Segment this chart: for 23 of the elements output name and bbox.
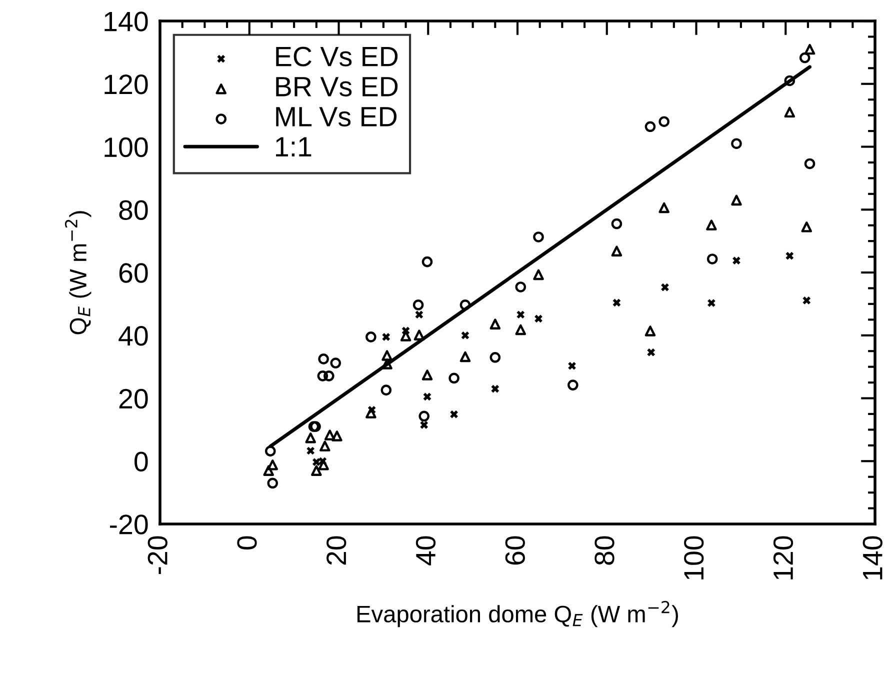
y-tick-label: 0 (134, 452, 148, 472)
y-tick-label: 60 (119, 263, 148, 283)
y-tick-label: 120 (104, 74, 148, 94)
y-tick-label: -20 (110, 514, 148, 534)
y-tick-label: 140 (104, 12, 148, 32)
legend-label: BR Vs ED (276, 77, 398, 96)
x-tick-label: 100 (684, 536, 704, 580)
legend-label: EC Vs ED (276, 46, 398, 66)
y-axis-title: Q$_{E}$ (W m$^{−2}$) (64, 211, 92, 334)
y-tick-label: 100 (104, 137, 148, 158)
legend-label: 1:1 (276, 137, 312, 156)
x-tick-label: 80 (594, 536, 614, 565)
y-tick-label: 80 (119, 200, 148, 220)
x-tick-label: 20 (326, 536, 346, 565)
x-tick-label: 120 (773, 536, 794, 580)
x-tick-label: 60 (505, 536, 525, 565)
x-tick-label: 0 (237, 536, 257, 550)
x-axis-title: Evaporation dome Q$_{E}$ (W m$^{−2}$) (357, 600, 678, 628)
y-tick-label: 40 (118, 326, 148, 346)
legend-label: ML Vs ED (276, 107, 397, 127)
y-tick-label: 20 (119, 388, 148, 409)
x-tick-label: 140 (862, 536, 882, 580)
x-tick-label: 40 (416, 536, 436, 566)
